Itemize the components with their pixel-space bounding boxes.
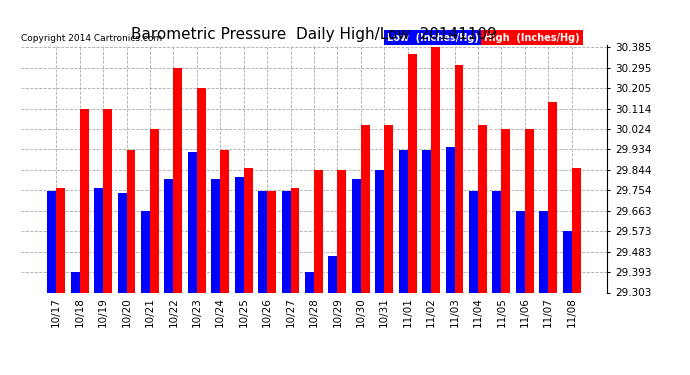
Bar — [267, 190, 276, 292]
Bar — [244, 168, 253, 292]
Bar — [126, 150, 135, 292]
Bar — [48, 190, 57, 292]
Bar — [478, 124, 487, 292]
Bar — [188, 152, 197, 292]
Bar — [71, 272, 79, 292]
Bar — [197, 88, 206, 292]
Bar — [549, 102, 557, 292]
Bar — [305, 272, 314, 292]
Bar — [328, 256, 337, 292]
Bar — [361, 124, 370, 292]
Bar — [525, 129, 533, 292]
Bar — [493, 190, 502, 292]
Bar — [282, 190, 290, 292]
Bar — [384, 124, 393, 292]
Bar — [258, 190, 267, 292]
Bar — [150, 129, 159, 292]
Text: High  (Inches/Hg): High (Inches/Hg) — [484, 33, 580, 42]
Bar — [103, 109, 112, 292]
Bar — [375, 170, 384, 292]
Bar — [211, 179, 220, 292]
Bar — [235, 177, 244, 292]
Bar — [399, 150, 408, 292]
Bar — [516, 211, 525, 292]
Bar — [446, 147, 455, 292]
Text: Low  (Inches/Hg): Low (Inches/Hg) — [387, 33, 479, 42]
Bar — [314, 170, 323, 292]
Bar — [141, 211, 150, 292]
Bar — [337, 170, 346, 292]
Bar — [540, 211, 549, 292]
Bar — [173, 68, 182, 292]
Bar — [57, 188, 65, 292]
Text: Copyright 2014 Cartronics.com: Copyright 2014 Cartronics.com — [21, 33, 162, 42]
Bar — [422, 150, 431, 292]
Bar — [408, 54, 417, 292]
Bar — [290, 188, 299, 292]
Bar — [79, 109, 88, 292]
Bar — [563, 231, 571, 292]
Bar — [117, 193, 126, 292]
Bar — [164, 179, 173, 292]
Bar — [95, 188, 103, 292]
Bar — [455, 65, 464, 292]
Bar — [220, 150, 229, 292]
Bar — [431, 47, 440, 292]
Bar — [502, 129, 511, 292]
Title: Barometric Pressure  Daily High/Low  20141109: Barometric Pressure Daily High/Low 20141… — [131, 27, 497, 42]
Bar — [469, 190, 478, 292]
Bar — [571, 168, 580, 292]
Bar — [352, 179, 361, 292]
